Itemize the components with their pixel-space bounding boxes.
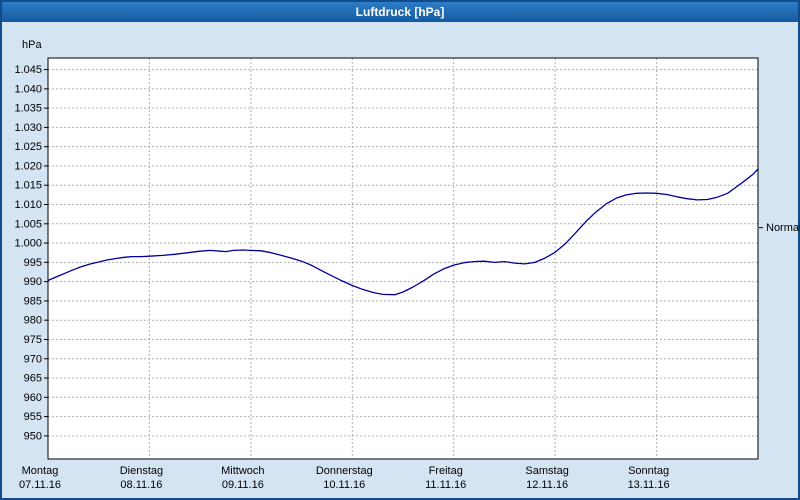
chart-area: 1.045 1.040 1.035 1.030 1.025 1.020 1.015 1.010… xyxy=(2,22,800,498)
plot-border xyxy=(47,57,759,460)
normal-label: Normal xyxy=(766,222,800,234)
y-tick-label: 990 xyxy=(24,276,42,288)
x-day-label: Sonntag xyxy=(628,465,669,477)
y-tick-label: 975 xyxy=(24,334,42,346)
x-date-label: 13.11.16 xyxy=(628,479,670,491)
y-tick-label: 970 xyxy=(24,353,42,365)
x-day-label: Mittwoch xyxy=(221,465,264,477)
y-tick-label: 1.045 xyxy=(14,64,42,76)
window-title: Luftdruck [hPa] xyxy=(355,5,445,19)
y-tick-label: 1.000 xyxy=(14,238,42,250)
x-date-label: 12.11.16 xyxy=(526,479,568,491)
y-tick-label: 965 xyxy=(24,373,42,385)
y-tick-label: 1.010 xyxy=(14,199,42,211)
x-date-label: 10.11.16 xyxy=(323,479,365,491)
x-day-label: Samstag xyxy=(525,465,568,477)
y-tick-label: 1.025 xyxy=(14,141,42,153)
y-tick-label: 960 xyxy=(24,392,42,404)
y-tick-label: 980 xyxy=(24,315,42,327)
y-tick-label: 950 xyxy=(24,430,42,442)
y-tick-label: 1.035 xyxy=(14,103,42,115)
x-date-label: 11.11.16 xyxy=(425,479,466,491)
y-axis-title: hPa xyxy=(22,39,42,51)
y-tick-label: 985 xyxy=(24,295,42,307)
y-tick-label: 1.005 xyxy=(14,218,42,230)
window-titlebar[interactable]: Luftdruck [hPa] xyxy=(2,2,798,22)
y-tick-label: 955 xyxy=(24,411,42,423)
pressure-line xyxy=(47,168,759,296)
y-tick-label: 1.015 xyxy=(14,180,42,192)
x-day-label: Freitag xyxy=(429,465,463,477)
x-date-label: 09.11.16 xyxy=(222,479,264,491)
x-date-label: 07.11.16 xyxy=(19,479,61,491)
x-day-label: Dienstag xyxy=(120,465,163,477)
y-tick-label: 1.020 xyxy=(14,160,42,172)
x-date-label: 08.11.16 xyxy=(120,479,162,491)
pressure-chart: 1.045 1.040 1.035 1.030 1.025 1.020 1.015 1.010… xyxy=(14,39,800,491)
y-tick-label: 1.040 xyxy=(14,83,42,95)
x-day-label: Montag xyxy=(22,465,59,477)
y-tick-label: 995 xyxy=(24,257,42,269)
y-tick-label: 1.030 xyxy=(14,122,42,134)
plot-background xyxy=(48,58,758,459)
x-day-label: Donnerstag xyxy=(316,465,373,477)
